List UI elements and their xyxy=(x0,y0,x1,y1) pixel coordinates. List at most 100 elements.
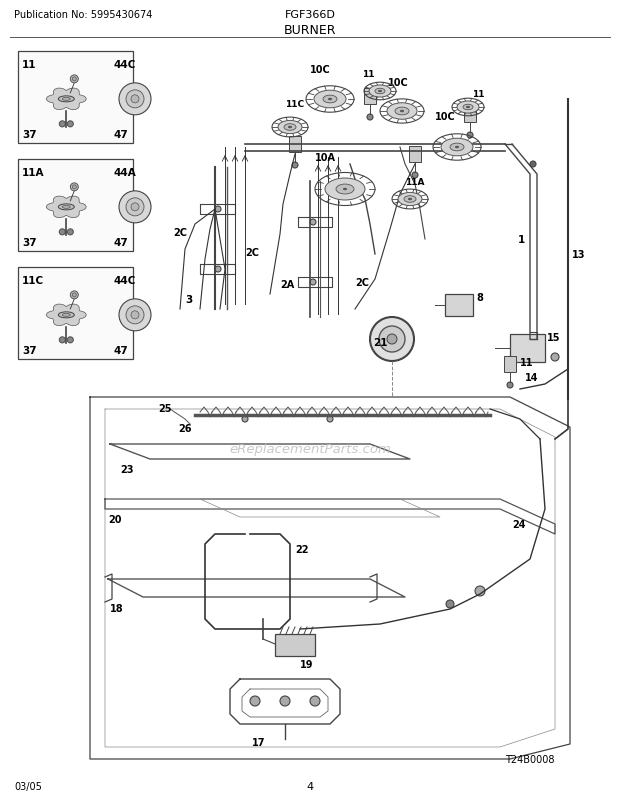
Circle shape xyxy=(310,280,316,286)
Text: 11A: 11A xyxy=(22,168,45,178)
Text: 15: 15 xyxy=(547,333,560,342)
Text: 11: 11 xyxy=(520,358,533,367)
Text: 1: 1 xyxy=(518,235,525,245)
Circle shape xyxy=(60,122,65,128)
Bar xyxy=(364,89,376,105)
Ellipse shape xyxy=(343,189,347,191)
Text: 24: 24 xyxy=(512,520,526,529)
Bar xyxy=(18,52,133,144)
Circle shape xyxy=(310,696,320,706)
Circle shape xyxy=(60,338,65,343)
Circle shape xyxy=(379,326,405,353)
Ellipse shape xyxy=(278,121,302,135)
Text: 26: 26 xyxy=(178,423,192,433)
Text: 3: 3 xyxy=(185,294,192,305)
Ellipse shape xyxy=(288,127,291,128)
Bar xyxy=(18,160,133,252)
Circle shape xyxy=(119,299,151,331)
Text: 17: 17 xyxy=(252,737,265,747)
Bar xyxy=(445,294,473,317)
Ellipse shape xyxy=(404,196,416,203)
Text: 10C: 10C xyxy=(435,111,456,122)
Polygon shape xyxy=(46,305,86,326)
Ellipse shape xyxy=(369,86,391,98)
Text: eReplacementParts.com: eReplacementParts.com xyxy=(229,443,391,456)
Text: 10C: 10C xyxy=(310,65,330,75)
Circle shape xyxy=(119,83,151,115)
Text: 11: 11 xyxy=(362,70,374,79)
Circle shape xyxy=(70,75,78,83)
Circle shape xyxy=(475,586,485,596)
Circle shape xyxy=(367,115,373,121)
Circle shape xyxy=(68,122,73,128)
Text: 8: 8 xyxy=(476,293,483,302)
Circle shape xyxy=(68,338,73,343)
Bar xyxy=(275,634,315,656)
Text: 19: 19 xyxy=(300,659,314,669)
Circle shape xyxy=(446,600,454,608)
Circle shape xyxy=(507,383,513,388)
Ellipse shape xyxy=(58,313,74,318)
Circle shape xyxy=(131,95,139,103)
Text: T24B0008: T24B0008 xyxy=(505,754,554,764)
Text: 21: 21 xyxy=(373,338,388,347)
Ellipse shape xyxy=(409,199,412,200)
Bar xyxy=(18,268,133,359)
Text: 2A: 2A xyxy=(280,280,294,290)
Ellipse shape xyxy=(375,89,385,95)
Circle shape xyxy=(387,334,397,345)
Text: FGF366D: FGF366D xyxy=(285,10,335,20)
Text: 11C: 11C xyxy=(285,100,304,109)
Text: 18: 18 xyxy=(110,603,123,614)
Text: 44A: 44A xyxy=(113,168,136,178)
Circle shape xyxy=(242,416,248,423)
Text: 22: 22 xyxy=(295,545,309,554)
Ellipse shape xyxy=(441,139,473,156)
Bar xyxy=(464,107,476,123)
Text: 4: 4 xyxy=(306,781,314,791)
Circle shape xyxy=(119,192,151,224)
Ellipse shape xyxy=(58,205,74,211)
Text: Publication No: 5995430674: Publication No: 5995430674 xyxy=(14,10,153,20)
Ellipse shape xyxy=(401,111,404,113)
Text: 37: 37 xyxy=(22,130,37,140)
Circle shape xyxy=(73,294,76,298)
Circle shape xyxy=(280,696,290,706)
Ellipse shape xyxy=(398,193,422,206)
Circle shape xyxy=(126,199,144,217)
Text: 13: 13 xyxy=(572,249,585,260)
Circle shape xyxy=(551,354,559,362)
Text: 03/05: 03/05 xyxy=(14,781,42,791)
Circle shape xyxy=(73,185,76,189)
Text: 11: 11 xyxy=(472,90,484,99)
Ellipse shape xyxy=(457,102,479,114)
Polygon shape xyxy=(46,89,86,111)
Circle shape xyxy=(70,291,78,299)
Text: 14: 14 xyxy=(525,373,539,383)
Circle shape xyxy=(327,416,333,423)
Ellipse shape xyxy=(463,105,473,111)
Ellipse shape xyxy=(387,103,417,120)
Ellipse shape xyxy=(329,99,332,101)
Circle shape xyxy=(131,311,139,319)
Text: 2C: 2C xyxy=(355,277,369,288)
Ellipse shape xyxy=(62,314,70,317)
Text: BURNER: BURNER xyxy=(284,24,336,37)
Text: 23: 23 xyxy=(120,464,133,475)
Text: 2C: 2C xyxy=(245,248,259,257)
Circle shape xyxy=(60,229,65,236)
Bar xyxy=(504,357,516,373)
Ellipse shape xyxy=(378,91,381,93)
Text: 20: 20 xyxy=(108,514,122,525)
Ellipse shape xyxy=(58,97,74,103)
Circle shape xyxy=(310,220,316,225)
Text: 47: 47 xyxy=(113,237,128,248)
Circle shape xyxy=(131,204,139,212)
Circle shape xyxy=(215,207,221,213)
Ellipse shape xyxy=(466,107,469,109)
Text: 44C: 44C xyxy=(113,60,135,70)
Circle shape xyxy=(250,696,260,706)
Polygon shape xyxy=(46,196,86,218)
Text: 25: 25 xyxy=(158,403,172,414)
Circle shape xyxy=(370,318,414,362)
